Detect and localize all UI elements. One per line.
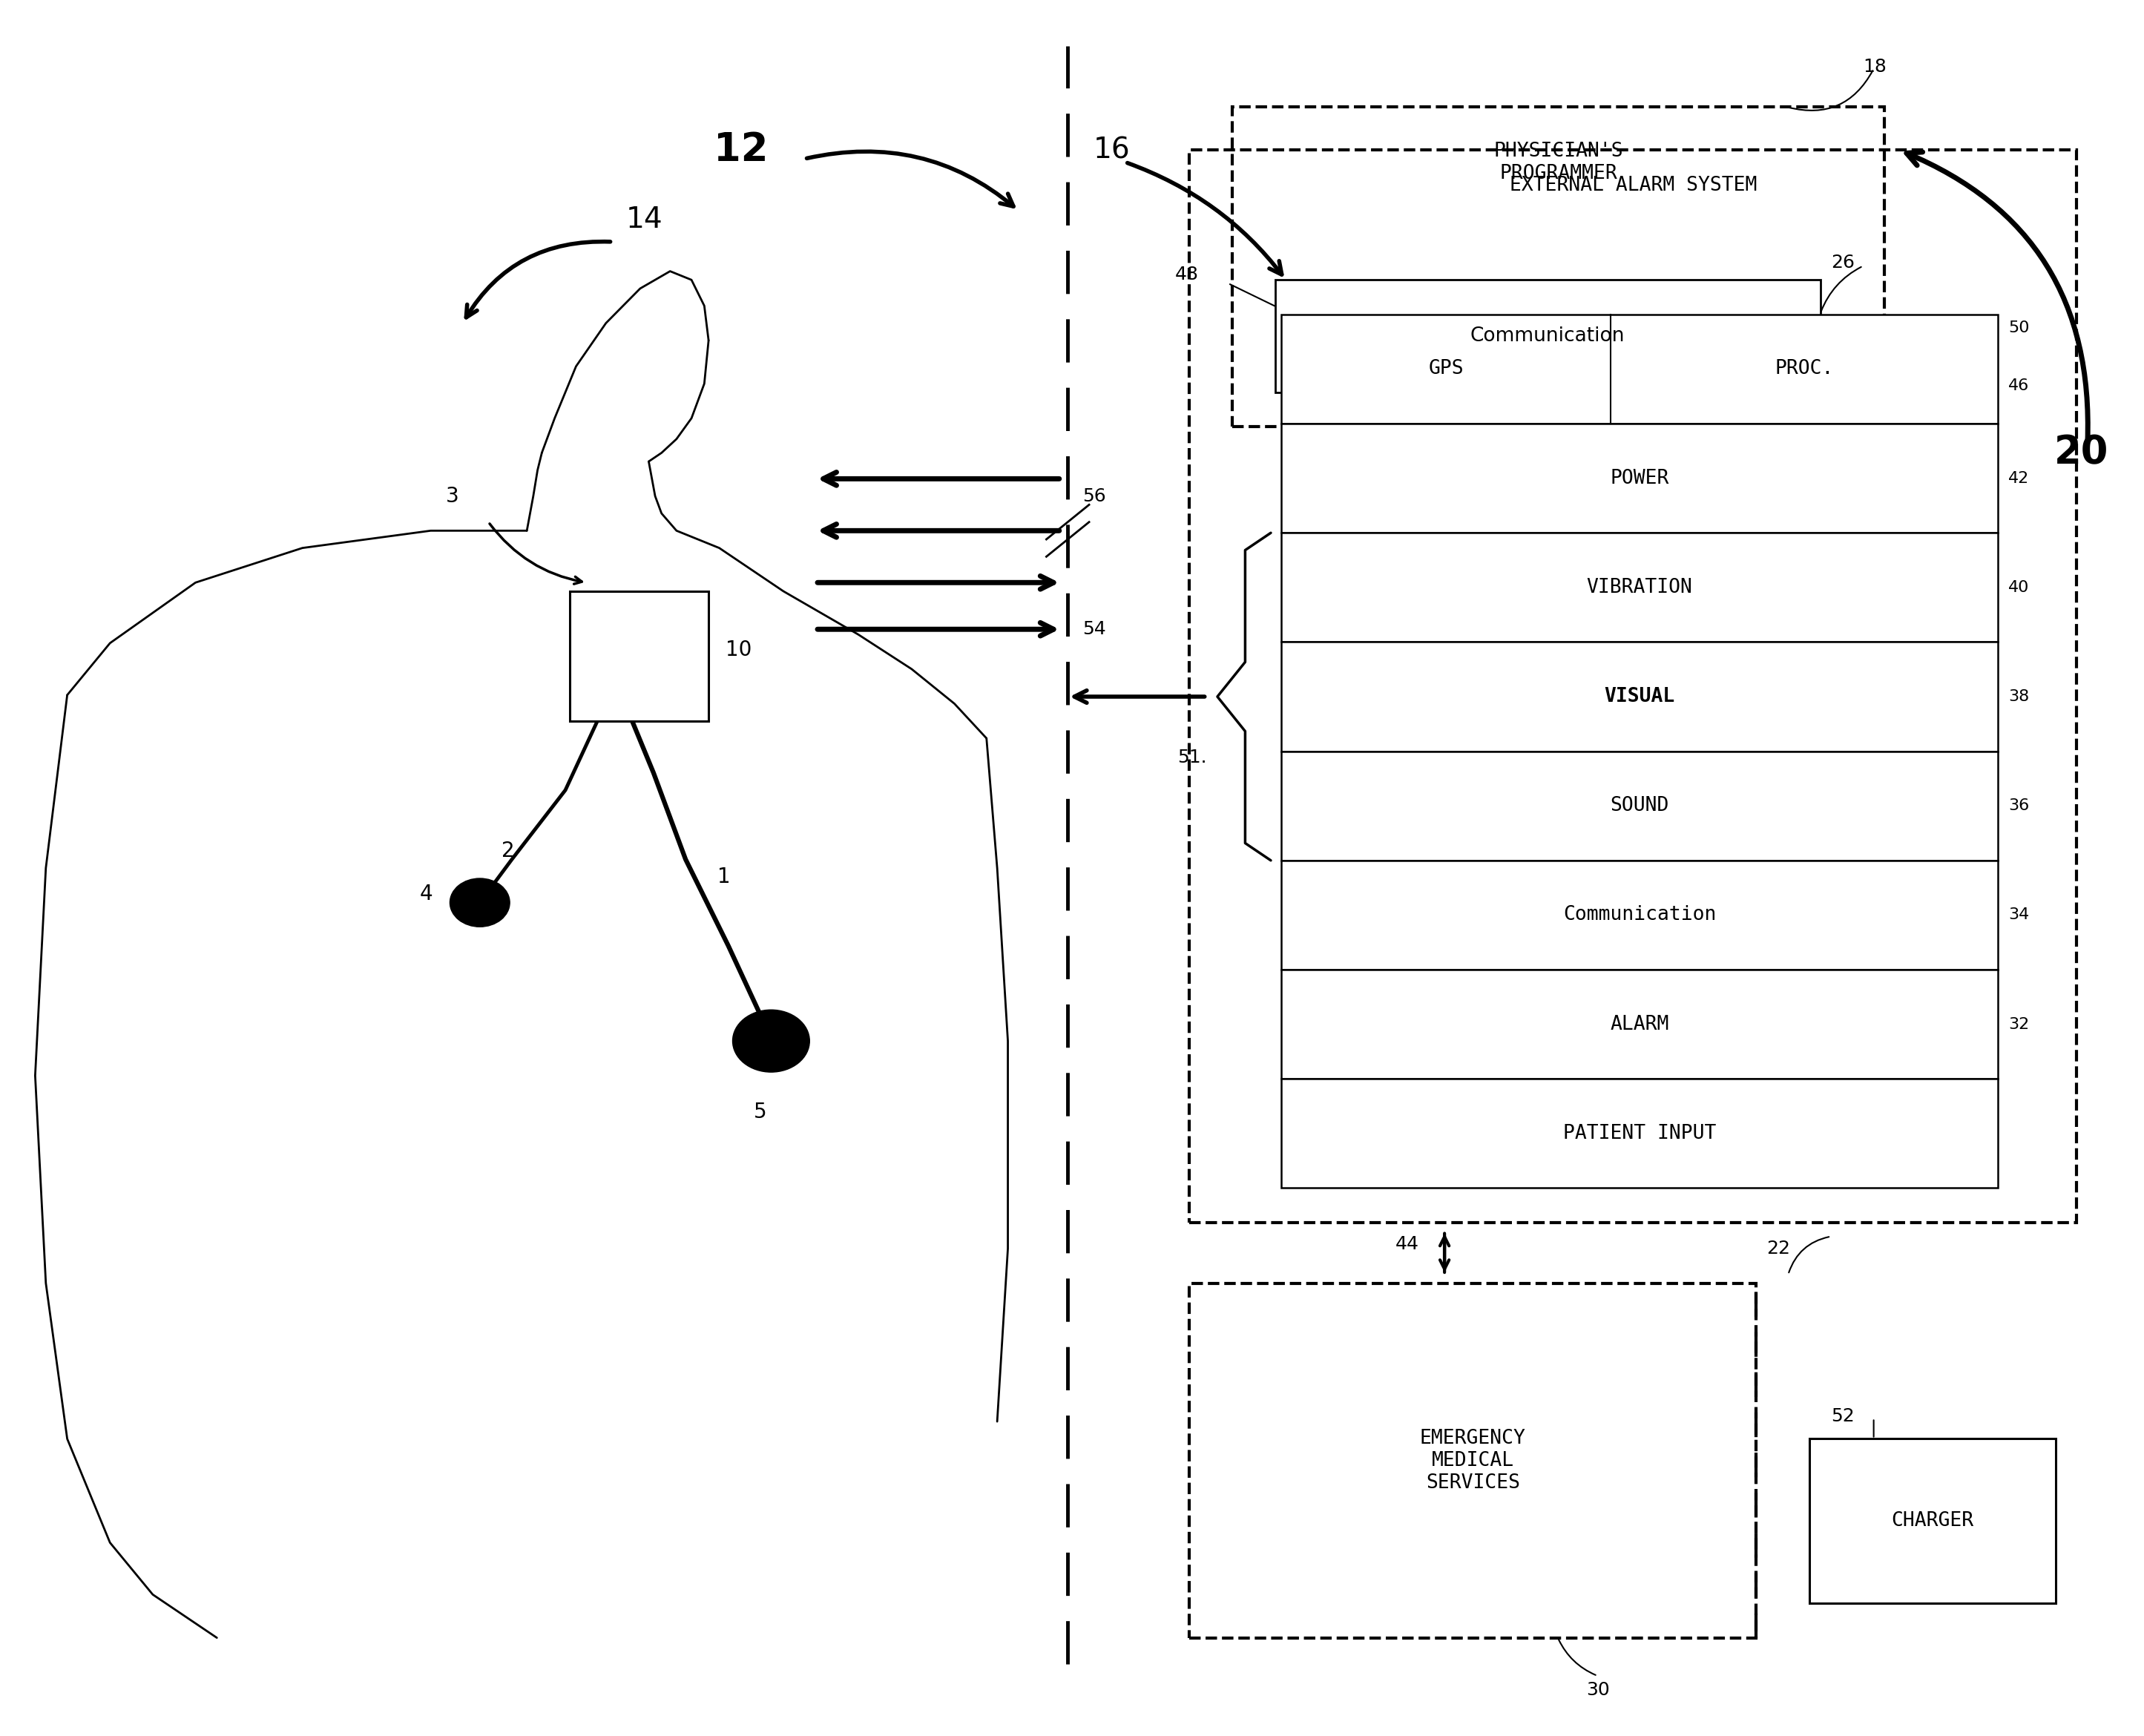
Bar (1233, 108, 1885, 427)
Text: 18: 18 (1863, 57, 1887, 76)
Bar (1282, 752, 1998, 861)
Text: Communication: Communication (1563, 906, 1715, 925)
Text: Communication: Communication (1471, 326, 1625, 345)
Text: PROC.: PROC. (1775, 359, 1833, 378)
Text: SOUND: SOUND (1610, 797, 1668, 816)
Text: 26: 26 (1831, 253, 1855, 271)
Text: 10: 10 (725, 639, 753, 660)
Text: 36: 36 (2009, 799, 2030, 812)
Bar (1282, 533, 1998, 642)
Bar (1190, 1283, 1756, 1637)
Bar (1282, 861, 1998, 970)
Bar (1282, 642, 1998, 752)
Text: 50: 50 (2009, 319, 2030, 335)
Text: 56: 56 (1083, 488, 1106, 505)
Text: 34: 34 (2009, 908, 2030, 922)
Bar (1190, 149, 2078, 1222)
Text: 1: 1 (718, 866, 731, 887)
Text: 12: 12 (714, 130, 768, 170)
Text: 46: 46 (2009, 378, 2030, 392)
Text: 48: 48 (1175, 266, 1198, 283)
Text: 14: 14 (626, 205, 662, 233)
Text: 5: 5 (755, 1102, 768, 1121)
Bar (1282, 424, 1998, 533)
Text: 40: 40 (2009, 580, 2030, 595)
Circle shape (733, 1010, 810, 1073)
Text: CHARGER: CHARGER (1891, 1512, 1975, 1531)
Text: 51.: 51. (1177, 748, 1207, 766)
Text: POWER: POWER (1610, 469, 1668, 488)
Text: PATIENT INPUT: PATIENT INPUT (1563, 1123, 1715, 1142)
Text: VISUAL: VISUAL (1604, 687, 1674, 707)
Text: 2: 2 (502, 840, 515, 861)
Bar (1810, 1439, 2056, 1602)
Text: 42: 42 (2009, 470, 2030, 486)
Text: 22: 22 (1767, 1240, 1790, 1257)
Text: GPS: GPS (1428, 359, 1464, 378)
Text: 3: 3 (446, 486, 459, 507)
Text: EXTERNAL ALARM SYSTEM: EXTERNAL ALARM SYSTEM (1509, 175, 1756, 196)
Text: 16: 16 (1093, 135, 1130, 165)
Text: 20: 20 (2054, 434, 2110, 472)
Text: 44: 44 (1396, 1236, 1419, 1253)
Circle shape (450, 878, 510, 927)
Text: PHYSICIAN'S
PROGRAMMER: PHYSICIAN'S PROGRAMMER (1494, 141, 1623, 182)
Text: 4: 4 (420, 884, 433, 904)
Text: 52: 52 (1831, 1408, 1855, 1425)
Text: 30: 30 (1587, 1680, 1610, 1700)
Bar (1276, 279, 1820, 392)
Text: 54: 54 (1083, 620, 1106, 639)
Text: 32: 32 (2009, 1017, 2030, 1031)
Bar (1282, 970, 1998, 1078)
Bar (1282, 1078, 1998, 1187)
Text: EMERGENCY
MEDICAL
SERVICES: EMERGENCY MEDICAL SERVICES (1419, 1429, 1527, 1493)
Text: ALARM: ALARM (1610, 1014, 1668, 1035)
Text: VIBRATION: VIBRATION (1587, 578, 1692, 597)
Bar (1282, 314, 1998, 424)
Bar (570, 592, 708, 720)
Text: 38: 38 (2009, 689, 2030, 705)
